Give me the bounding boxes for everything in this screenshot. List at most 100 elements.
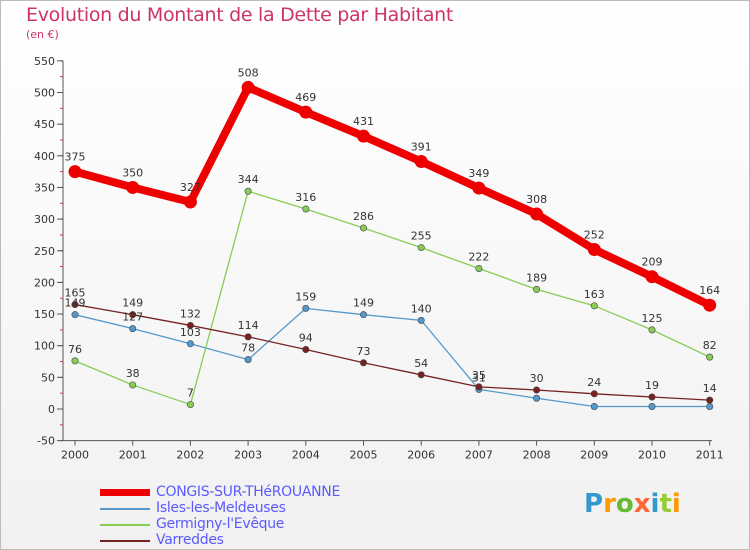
y-tick-label: 500 bbox=[34, 87, 55, 100]
series-line-1 bbox=[74, 307, 710, 408]
data-point bbox=[68, 165, 82, 179]
y-tick-label: 450 bbox=[34, 118, 55, 131]
data-point bbox=[648, 326, 656, 334]
data-label: 286 bbox=[353, 210, 374, 223]
data-label: 38 bbox=[126, 367, 140, 380]
y-tick-label: -50 bbox=[37, 435, 55, 448]
y-tick-label: 550 bbox=[34, 55, 55, 68]
data-point bbox=[706, 353, 714, 361]
data-point bbox=[359, 311, 367, 319]
data-label: 7 bbox=[187, 387, 194, 400]
data-label: 125 bbox=[642, 312, 663, 325]
data-point bbox=[703, 298, 717, 312]
data-point bbox=[244, 356, 252, 364]
data-label: 78 bbox=[241, 342, 255, 355]
data-label: 149 bbox=[122, 297, 143, 310]
data-point bbox=[417, 244, 425, 252]
proxiti-logo: Proxiti bbox=[584, 489, 681, 519]
data-label: 35 bbox=[472, 369, 486, 382]
data-label: 30 bbox=[530, 372, 544, 385]
x-tick-label: 2008 bbox=[523, 449, 551, 462]
data-point bbox=[648, 402, 656, 410]
x-tick-label: 2009 bbox=[580, 449, 608, 462]
data-label: 103 bbox=[180, 326, 201, 339]
data-point bbox=[299, 105, 313, 119]
x-tick-label: 2011 bbox=[696, 449, 724, 462]
legend-label: Germigny-l'Evêque bbox=[156, 516, 285, 532]
legend-swatch bbox=[100, 489, 150, 496]
data-point bbox=[414, 154, 428, 168]
data-point bbox=[129, 381, 137, 389]
legend-label: CONGIS-SUR-THéROUANNE bbox=[156, 484, 340, 500]
logo-letter: o bbox=[615, 489, 634, 519]
data-label: 82 bbox=[703, 339, 717, 352]
data-label: 327 bbox=[180, 181, 201, 194]
data-point bbox=[587, 242, 601, 256]
data-label: 149 bbox=[353, 297, 374, 310]
data-label: 469 bbox=[295, 91, 316, 104]
data-point bbox=[186, 340, 194, 348]
data-point bbox=[302, 205, 310, 213]
y-tick-label: 50 bbox=[41, 371, 55, 384]
data-label: 31 bbox=[472, 371, 486, 384]
data-label: 350 bbox=[122, 166, 143, 179]
y-tick-label: 100 bbox=[34, 340, 55, 353]
data-label: 19 bbox=[645, 379, 659, 392]
x-tick-label: 2007 bbox=[465, 449, 493, 462]
x-tick-label: 2002 bbox=[176, 449, 204, 462]
x-tick-label: 2005 bbox=[350, 449, 378, 462]
data-label: 127 bbox=[122, 311, 143, 324]
data-label: 349 bbox=[468, 167, 489, 180]
data-point bbox=[472, 181, 486, 195]
series-lines bbox=[68, 80, 717, 410]
logo-letter: i bbox=[650, 489, 660, 519]
logo-letter: r bbox=[603, 489, 616, 519]
logo-letter: x bbox=[633, 489, 651, 519]
data-label: 391 bbox=[411, 140, 432, 153]
data-label: 73 bbox=[357, 345, 371, 358]
data-point bbox=[706, 402, 714, 410]
data-point bbox=[417, 371, 425, 379]
data-point bbox=[590, 390, 598, 398]
data-label: 54 bbox=[414, 357, 428, 370]
data-label: 159 bbox=[295, 290, 316, 303]
data-point bbox=[71, 301, 79, 309]
logo-letter: t bbox=[659, 489, 672, 519]
data-point bbox=[590, 302, 598, 310]
legend-swatch bbox=[100, 540, 150, 542]
data-label: 140 bbox=[411, 302, 432, 315]
data-label: 316 bbox=[295, 191, 316, 204]
logo-letter: P bbox=[584, 489, 604, 519]
y-tick-label: 250 bbox=[34, 245, 55, 258]
y-tick-label: 300 bbox=[34, 213, 55, 226]
legend-label: Isles-les-Meldeuses bbox=[156, 500, 286, 516]
data-label: 308 bbox=[526, 193, 547, 206]
legend-label: Varreddes bbox=[156, 532, 224, 548]
x-tick-label: 2006 bbox=[407, 449, 435, 462]
data-point bbox=[706, 396, 714, 404]
y-tick-label: 350 bbox=[34, 181, 55, 194]
y-tick-label: 150 bbox=[34, 308, 55, 321]
data-label: 375 bbox=[65, 151, 86, 164]
data-label: 252 bbox=[584, 228, 605, 241]
legend-swatch bbox=[100, 524, 150, 526]
data-label: 14 bbox=[703, 382, 717, 395]
data-label: 209 bbox=[642, 256, 663, 269]
data-label: 163 bbox=[584, 288, 605, 301]
data-point bbox=[241, 80, 255, 94]
data-point bbox=[359, 359, 367, 367]
data-point bbox=[530, 207, 544, 221]
data-label: 114 bbox=[238, 319, 259, 332]
data-point bbox=[244, 187, 252, 195]
data-point bbox=[533, 386, 541, 394]
chart-title: Evolution du Montant de la Dette par Hab… bbox=[26, 4, 454, 26]
data-label: 431 bbox=[353, 115, 374, 128]
y-tick-label: 0 bbox=[48, 403, 55, 416]
data-point bbox=[475, 264, 483, 272]
x-tick-label: 2010 bbox=[638, 449, 666, 462]
data-point bbox=[186, 321, 194, 329]
data-label: 165 bbox=[65, 287, 86, 300]
data-label: 132 bbox=[180, 307, 201, 320]
x-tick-label: 2001 bbox=[119, 449, 147, 462]
